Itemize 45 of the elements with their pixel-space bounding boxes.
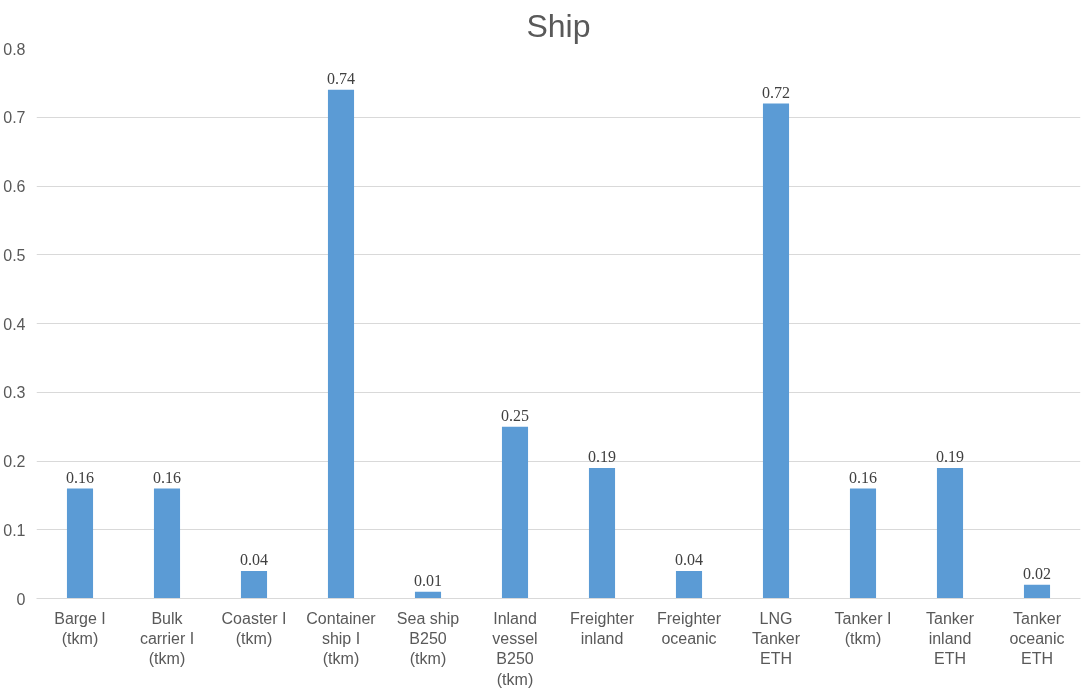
x-tick-label: LNG Tanker ETH: [751, 609, 801, 668]
x-tick-label: Tanker inland ETH: [925, 609, 975, 668]
data-label: 0.01: [414, 571, 442, 589]
data-label: 0.19: [936, 447, 964, 465]
x-tick-label: Freighter oceanic: [656, 609, 722, 647]
y-tick-label: 0.4: [3, 315, 26, 333]
x-tick-label: Barge I (tkm): [54, 609, 106, 647]
chart-title: Ship: [526, 7, 591, 44]
x-tick-label: Freighter inland: [569, 609, 635, 647]
x-tick-label: Container ship I (tkm): [306, 609, 377, 668]
bar: [66, 488, 94, 599]
x-tick-label: Tanker I (tkm): [834, 609, 892, 647]
data-label: 0.04: [240, 551, 268, 568]
data-label: 0.72: [762, 83, 790, 101]
x-tick-label: Bulk carrier I (tkm): [139, 609, 195, 668]
bar: [240, 571, 268, 599]
x-tick-label: Inland vessel B250 (tkm): [492, 609, 538, 688]
bar: [588, 467, 616, 599]
y-tick-label: 0.6: [3, 178, 26, 195]
y-tick-label: 0.5: [3, 246, 26, 264]
data-label: 0.02: [1023, 564, 1051, 582]
data-label: 0.04: [675, 551, 703, 568]
bar: [849, 488, 877, 599]
y-tick-label: 0.3: [3, 384, 26, 402]
bar: [327, 89, 355, 599]
bar: [1023, 584, 1051, 599]
data-label: 0.16: [849, 468, 877, 486]
x-tick-label: Coaster I (tkm): [221, 609, 287, 647]
y-tick-label: 0.1: [3, 521, 26, 539]
data-label: 0.25: [501, 406, 529, 424]
y-tick-label: 0.7: [3, 109, 26, 127]
bar: [153, 488, 181, 599]
data-label: 0.16: [153, 468, 181, 486]
bar: [762, 103, 790, 599]
bar: [675, 571, 703, 599]
x-tick-label: Tanker oceanic ETH: [1009, 609, 1065, 668]
data-label: 0.74: [327, 69, 355, 87]
bar: [501, 426, 529, 599]
bar: [936, 467, 964, 599]
y-tick-label: 0.2: [3, 453, 26, 470]
y-tick-label: 0.8: [3, 40, 26, 58]
x-tick-label: Sea ship B250 (tkm): [396, 609, 460, 668]
data-label: 0.19: [588, 447, 616, 465]
data-label: 0.16: [66, 468, 94, 486]
y-tick-label: 0: [16, 590, 26, 608]
